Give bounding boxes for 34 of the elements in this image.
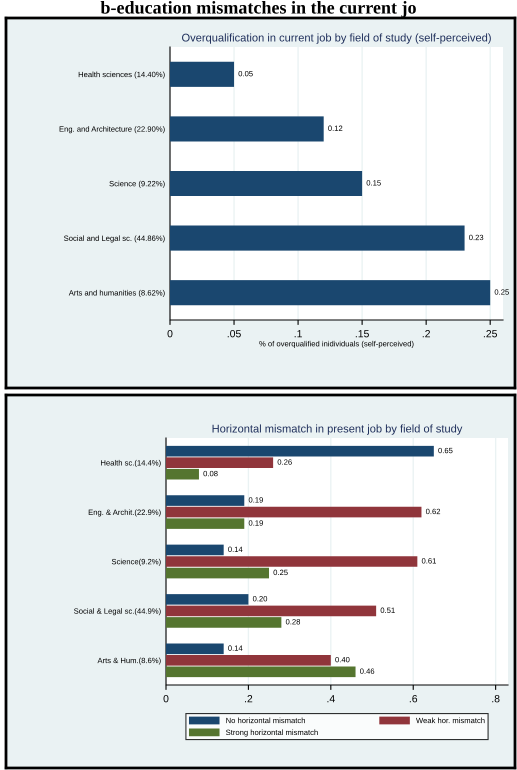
x-tick-label: .05 — [228, 330, 241, 338]
bar — [166, 518, 244, 529]
bar — [166, 446, 434, 456]
chart-title: Overqualification in current job by field of study (self-perceived) — [182, 33, 491, 44]
bar — [166, 643, 224, 654]
bar — [166, 506, 422, 518]
bar — [170, 280, 490, 306]
chart-title: Horizontal mismatch in present job by field of study — [212, 424, 462, 435]
bar — [166, 617, 282, 628]
bar — [166, 468, 199, 480]
text: b-education mismatches in the current jo — [100, 1, 416, 18]
x-tick-label: 0 — [164, 694, 168, 702]
x-tick-label: .2 — [422, 330, 430, 338]
bar — [166, 544, 224, 556]
bar — [166, 568, 270, 578]
bar — [170, 62, 234, 87]
x-tick-label: 0 — [168, 330, 172, 338]
x-tick-label: .15 — [356, 330, 369, 338]
bar — [170, 116, 324, 142]
bar — [166, 666, 356, 678]
bar — [166, 606, 376, 616]
bar — [166, 655, 331, 666]
bar — [166, 495, 244, 506]
bar — [166, 457, 274, 468]
x-tick-label: .2 — [245, 694, 252, 702]
x-tick-label: .6 — [410, 694, 418, 702]
x-tick-label: .4 — [327, 695, 335, 702]
x-tick-label: .8 — [492, 694, 500, 702]
bar — [166, 556, 418, 567]
bar — [170, 226, 465, 251]
x-tick-label: .1 — [294, 330, 302, 338]
x-tick-label: .25 — [484, 330, 497, 338]
bar — [170, 170, 362, 196]
bar — [166, 594, 248, 605]
